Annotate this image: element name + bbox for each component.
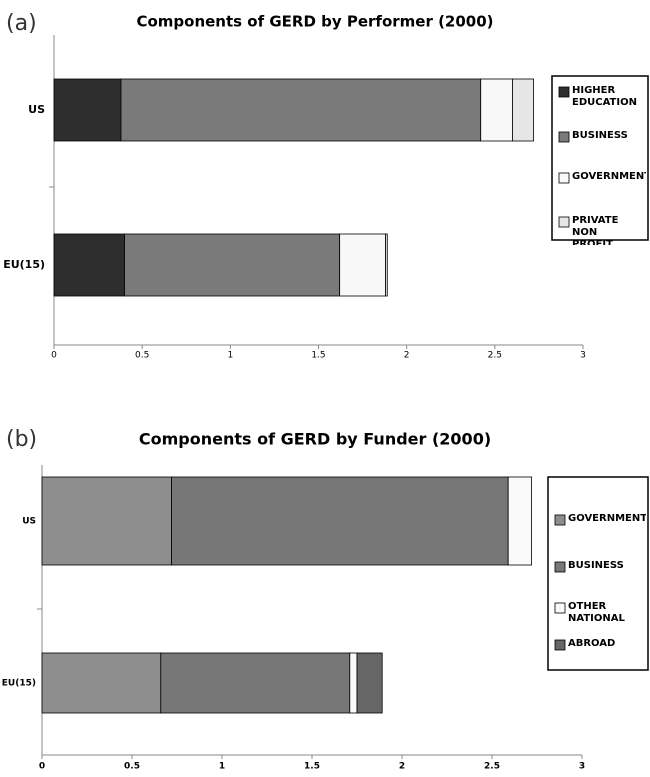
- legend-label: HIGHER EDUCATION: [572, 85, 637, 108]
- x-tick-label: 0: [39, 762, 45, 772]
- x-tick-label: 2.5: [484, 762, 500, 772]
- legend-swatch: [558, 172, 570, 184]
- legend-label: PRIVATE NON PROFIT: [572, 215, 619, 245]
- bar-segment: [41, 652, 162, 714]
- y-tick-label: US: [22, 517, 36, 527]
- legend-swatch: [554, 602, 566, 614]
- legend-swatch: [558, 86, 570, 98]
- legend-swatch: [558, 131, 570, 143]
- x-tick-label: 0.5: [135, 351, 149, 361]
- x-tick-label: 1: [219, 762, 225, 772]
- legend-label: ABROAD: [568, 638, 616, 649]
- x-tick-label: 3: [580, 351, 586, 361]
- legend-swatch: [558, 216, 570, 228]
- bar-segment: [120, 78, 482, 142]
- panel-label: (b): [6, 427, 37, 452]
- bar-segment: [507, 476, 533, 566]
- legend-text-box: BUSINESS: [568, 560, 624, 571]
- legend-text-box: BUSINESS: [572, 130, 628, 141]
- x-tick-label: 1.5: [311, 351, 325, 361]
- legend-text-box: PRIVATE NON PROFIT: [572, 215, 619, 245]
- legend-swatch: [554, 639, 566, 651]
- bar-segment: [53, 233, 125, 297]
- x-tick-label: 1: [227, 351, 233, 361]
- legend-label: GOVERNMENT: [572, 171, 646, 182]
- y-tick-label: EU(15): [3, 258, 45, 271]
- bar-segment: [480, 78, 513, 142]
- legend-text-box: ABROAD: [568, 638, 616, 649]
- x-tick-label: 2: [404, 351, 410, 361]
- bar-segment: [339, 233, 386, 297]
- chart-title: Components of GERD by Funder (2000): [139, 430, 491, 449]
- legend-label: OTHER NATIONAL: [568, 601, 625, 624]
- bar-segment: [171, 476, 509, 566]
- bar-segment: [356, 652, 383, 714]
- bar-segment: [349, 652, 358, 714]
- y-tick-label: EU(15): [2, 679, 36, 689]
- legend-label: BUSINESS: [568, 560, 624, 571]
- legend-label: BUSINESS: [572, 130, 628, 141]
- bar-segment: [53, 78, 122, 142]
- legend-text-box: HIGHER EDUCATION: [572, 85, 637, 108]
- bar-segment: [385, 233, 388, 297]
- x-tick-label: 3: [579, 762, 585, 772]
- x-tick-label: 2: [399, 762, 405, 772]
- panel-label: (a): [6, 11, 37, 36]
- x-tick-label: 1.5: [304, 762, 320, 772]
- legend-text-box: OTHER NATIONAL: [568, 601, 625, 624]
- legend-text-box: GOVERNMENT: [568, 513, 646, 524]
- bar-segment: [512, 78, 535, 142]
- legend-box: [551, 75, 649, 241]
- bar-segment: [124, 233, 341, 297]
- legend-swatch: [554, 514, 566, 526]
- legend-label: GOVERNMENT: [568, 513, 646, 524]
- legend-swatch: [554, 561, 566, 573]
- y-tick-label: US: [28, 103, 45, 116]
- x-tick-label: 2.5: [488, 351, 502, 361]
- legend-text-box: GOVERNMENT: [572, 171, 646, 182]
- x-tick-label: 0.5: [124, 762, 140, 772]
- bar-segment: [41, 476, 173, 566]
- bar-segment: [160, 652, 351, 714]
- legend-box: [547, 476, 649, 671]
- x-tick-label: 0: [51, 351, 57, 361]
- chart-title: Components of GERD by Performer (2000): [136, 13, 493, 31]
